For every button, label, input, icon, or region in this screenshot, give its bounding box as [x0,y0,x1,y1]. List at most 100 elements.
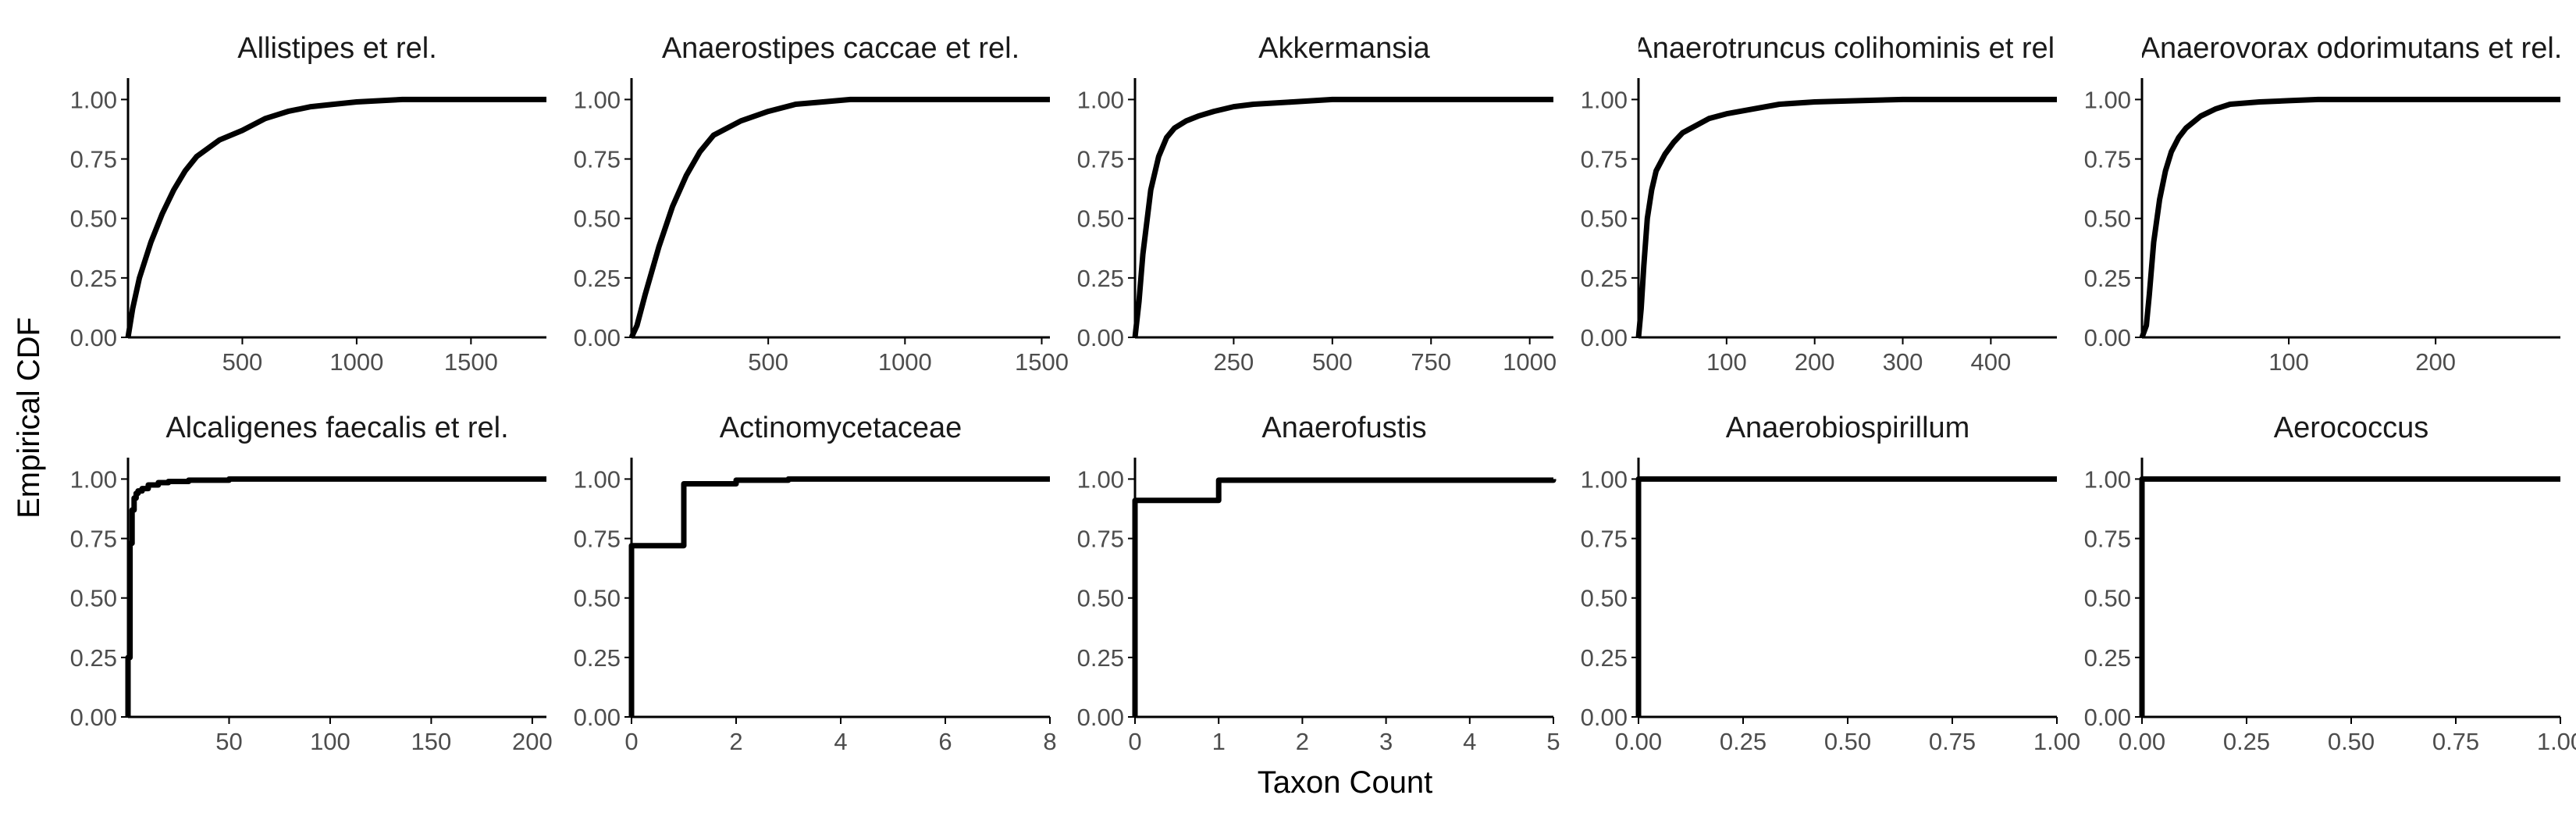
y-tick-label: 1.00 [70,465,117,493]
facet-panel: Allistipes et rel. 0.00 0.25 0.50 0.75 1.00 50… [70,32,546,376]
x-tick-label: 3 [1379,728,1393,755]
y-tick-label: 0.00 [574,704,621,731]
y-tick-label: 0.50 [70,205,117,233]
x-tick-label: 0.50 [1824,728,1871,755]
y-tick-label: 0.00 [574,324,621,351]
x-tick-label: 1500 [444,348,498,376]
x-tick-label: 0.50 [2328,728,2375,755]
y-tick-label: 0.25 [1581,644,1628,672]
x-tick-label: 300 [1883,348,1923,376]
y-tick-label: 1.00 [574,465,621,493]
x-tick-label: 6 [938,728,952,755]
x-tick-label: 0.75 [1929,728,1976,755]
x-tick-label: 1000 [878,348,932,376]
y-tick-label: 0.00 [2084,704,2131,731]
ecdf-line [1132,477,1557,717]
x-tick-label: 500 [1312,348,1353,376]
x-tick-label: 0.75 [2432,728,2479,755]
facet-panel: Anaerostipes caccae et rel. 0.00 0.25 0.50 0… [574,32,1069,376]
y-tick-label: 0.25 [574,265,621,292]
y-tick-label: 0.25 [70,265,117,292]
y-tick-label: 0.75 [1581,146,1628,173]
y-tick-label: 0.25 [1077,265,1124,292]
ecdf-line [125,476,546,717]
y-tick-label: 0.25 [70,644,117,672]
facet-panel: Anaerotruncus colihominis et rel. 0.00 0.2… [1581,32,2062,376]
x-tick-label: 1 [1212,728,1226,755]
facet-grid: Allistipes et rel. 0.00 0.25 0.50 0.75 1.00 50… [70,32,2576,755]
y-tick-label: 0.75 [2084,146,2131,173]
x-tick-label: 500 [222,348,263,376]
x-tick-label: 50 [215,728,242,755]
x-tick-label: 0.00 [1615,728,1662,755]
y-tick-label: 1.00 [2084,86,2131,113]
y-tick-label: 0.25 [1077,644,1124,672]
y-tick-label: 0.50 [1077,585,1124,612]
ecdf-line [1635,96,2057,338]
y-tick-label: 0.75 [70,526,117,553]
x-tick-label: 0 [1128,728,1141,755]
y-tick-label: 1.00 [2084,465,2131,493]
x-tick-label: 1.00 [2537,728,2576,755]
y-tick-label: 0.75 [574,146,621,173]
y-tick-label: 0.50 [1581,585,1628,612]
y-axis-title: Empirical CDF [12,317,46,519]
y-tick-label: 0.50 [1077,205,1124,233]
y-tick-label: 0.50 [2084,205,2131,233]
x-tick-label: 200 [1795,348,1835,376]
panel-title: Anaerotruncus colihominis et rel. [1632,32,2062,65]
y-tick-label: 0.25 [574,644,621,672]
y-tick-label: 0.50 [574,205,621,233]
y-tick-label: 0.00 [1581,704,1628,731]
y-tick-label: 0.25 [1581,265,1628,292]
x-tick-label: 0.00 [2119,728,2165,755]
y-tick-label: 0.25 [2084,265,2131,292]
y-tick-label: 0.00 [1077,704,1124,731]
facet-panel: Anaerofustis 0.00 0.25 0.50 0.75 1.00 0 1 2 3 4 5 [1077,412,1560,755]
ecdf-line [628,476,1050,717]
x-tick-label: 1000 [329,348,383,376]
x-tick-label: 1500 [1015,348,1069,376]
y-tick-label: 0.75 [70,146,117,173]
y-tick-label: 0.00 [70,704,117,731]
facet-panel: Aerococcus 0.00 0.25 0.50 0.75 1.00 0.00 0.25 0.… [2084,412,2576,755]
x-tick-label: 400 [1971,348,2012,376]
x-tick-label: 8 [1043,728,1056,755]
panel-title: Anaerostipes caccae et rel. [662,32,1019,65]
ecdf-line [2139,96,2560,339]
y-tick-label: 0.50 [70,585,117,612]
x-tick-label: 100 [2268,348,2309,376]
y-tick-label: 0.00 [70,324,117,351]
x-tick-label: 150 [411,728,452,755]
ecdf-line [125,96,546,338]
facet-panel: Anaerovorax odorimutans et rel. 0.00 0.25 0… [2084,32,2563,376]
y-tick-label: 0.75 [1077,526,1124,553]
y-tick-label: 0.25 [2084,644,2131,672]
x-tick-label: 500 [748,348,788,376]
y-tick-label: 0.75 [1581,526,1628,553]
y-tick-label: 1.00 [1581,86,1628,113]
x-tick-label: 0.25 [1720,728,1767,755]
panel-title: Aerococcus [2274,412,2429,444]
x-tick-label: 0 [624,728,638,755]
panel-title: Anaerovorax odorimutans et rel. [2140,32,2563,65]
facet-panel: Actinomycetaceae 0.00 0.25 0.50 0.75 1.00 0 2 4 6… [574,412,1057,755]
x-tick-label: 250 [1214,348,1254,376]
panel-title: Actinomycetaceae [720,412,962,444]
x-tick-label: 0.25 [2223,728,2270,755]
y-tick-label: 0.75 [574,526,621,553]
panel-title: Anaerofustis [1261,412,1426,444]
y-tick-label: 0.50 [574,585,621,612]
panel-title: Allistipes et rel. [237,32,437,65]
ecdf-line [1635,476,2057,717]
y-tick-label: 0.50 [2084,585,2131,612]
y-tick-label: 0.00 [1581,324,1628,351]
x-axis-title: Taxon Count [1258,765,1433,800]
x-tick-label: 2 [729,728,742,755]
panel-title: Akkermansia [1258,32,1430,65]
x-tick-label: 100 [310,728,350,755]
y-tick-label: 1.00 [1077,465,1124,493]
facet-panel: Akkermansia 0.00 0.25 0.50 0.75 1.00 250 500 750… [1077,32,1557,376]
